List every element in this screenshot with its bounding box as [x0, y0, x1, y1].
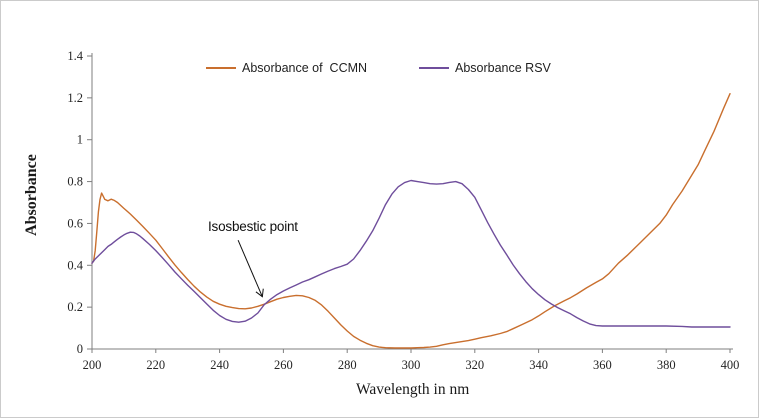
- svg-text:200: 200: [83, 358, 102, 372]
- legend-line-swatch-rsv: [419, 67, 449, 69]
- x-axis-title: Wavelength in nm: [356, 381, 470, 398]
- svg-text:280: 280: [338, 358, 357, 372]
- svg-text:340: 340: [529, 358, 548, 372]
- svg-text:240: 240: [210, 358, 229, 372]
- legend-label-rsv: Absorbance RSV: [455, 61, 551, 75]
- svg-text:0.6: 0.6: [67, 216, 83, 230]
- svg-text:0.8: 0.8: [67, 175, 83, 189]
- svg-text:400: 400: [721, 358, 740, 372]
- svg-text:320: 320: [465, 358, 484, 372]
- svg-text:1.2: 1.2: [67, 91, 83, 105]
- svg-text:220: 220: [146, 358, 165, 372]
- svg-text:300: 300: [402, 358, 421, 372]
- svg-text:0.2: 0.2: [67, 300, 83, 314]
- legend-item-rsv: Absorbance RSV: [419, 61, 551, 75]
- legend-line-swatch-ccmn: [206, 67, 236, 69]
- legend-label-ccmn: Absorbance of CCMN: [242, 61, 368, 75]
- svg-text:0.4: 0.4: [67, 258, 83, 272]
- y-axis-title: Absorbance: [23, 154, 40, 236]
- isosbestic-point-annotation: Isosbestic point: [208, 219, 298, 234]
- svg-text:260: 260: [274, 358, 293, 372]
- svg-text:0: 0: [77, 342, 83, 356]
- svg-text:1.4: 1.4: [67, 49, 83, 63]
- svg-text:380: 380: [657, 358, 676, 372]
- svg-text:1: 1: [77, 133, 83, 147]
- svg-text:360: 360: [593, 358, 612, 372]
- legend-item-ccmn: Absorbance of CCMN: [206, 61, 367, 75]
